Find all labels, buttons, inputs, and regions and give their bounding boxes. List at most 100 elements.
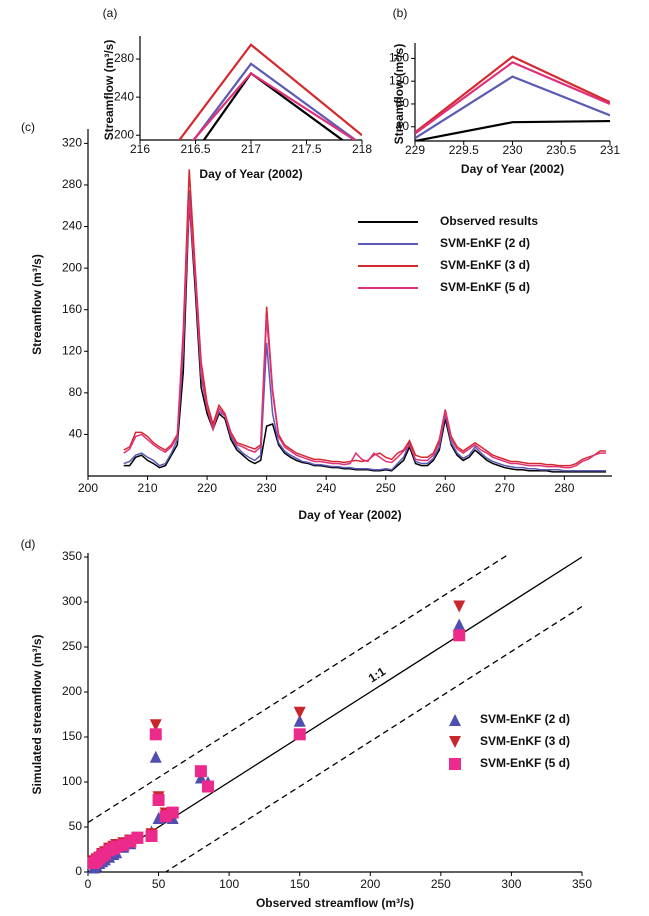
x-tick-label: 217 — [241, 142, 261, 156]
x-tick-label: 230.5 — [546, 143, 576, 157]
point — [201, 780, 214, 793]
y-axis-label: Simulated streamflow (m³/s) — [30, 634, 44, 794]
x-tick-label: 0 — [85, 877, 92, 891]
panel: (d) 0 50 100 150 200 250 300 350 0 50 100 150 200 250 3… — [21, 537, 593, 910]
x-tick-label: 230 — [502, 143, 522, 157]
x-axis-label: Day of Year (2002) — [461, 162, 564, 176]
series-line — [415, 75, 610, 140]
panel-label: (d) — [21, 537, 36, 551]
x-tick-label: 250 — [376, 481, 396, 495]
legend-swatch — [449, 714, 461, 726]
point — [149, 750, 162, 763]
x-axis-label: Observed streamflow (m³/s) — [256, 896, 414, 910]
panel-label: (b) — [393, 6, 408, 20]
series-line — [178, 43, 362, 140]
x-tick-label: 216 — [130, 142, 150, 156]
y-tick-label: 240 — [114, 89, 134, 103]
y-tick-label: 320 — [62, 136, 82, 150]
point — [293, 706, 306, 719]
y-tick-label: 160 — [389, 51, 409, 65]
point — [194, 765, 207, 778]
legend-label: SVM-EnKF (3 d) — [480, 734, 570, 748]
x-tick-label: 270 — [495, 481, 515, 495]
y-tick-label: 160 — [62, 302, 82, 316]
point — [453, 629, 466, 642]
y-tick-label: 100 — [62, 774, 82, 788]
y-tick-label: 50 — [69, 819, 83, 833]
legend-label: SVM-EnKF (3 d) — [440, 258, 530, 272]
x-tick-label: 216.5 — [180, 142, 210, 156]
panel: (c) 200 210 220 230 240 250 260 270 280 40 80 120 160… — [21, 120, 612, 522]
x-tick-label: 229.5 — [449, 143, 479, 157]
x-tick-label: 217.5 — [291, 142, 321, 156]
y-tick-label: 80 — [396, 96, 410, 110]
panel-label: (a) — [103, 6, 118, 20]
point — [131, 831, 144, 844]
point — [293, 714, 306, 727]
y-tick-label: 280 — [114, 51, 134, 65]
x-tick-label: 230 — [257, 481, 277, 495]
x-tick-label: 300 — [501, 877, 521, 891]
panel: (a) 216 216.5 217 217.5 218 200 240 280 Day of Ye… — [102, 6, 372, 181]
y-tick-label: 40 — [396, 119, 410, 133]
y-axis-label: Streamflow (m³/s) — [102, 40, 116, 141]
series-line — [192, 62, 358, 140]
point — [293, 728, 306, 741]
y-tick-label: 280 — [62, 177, 82, 191]
legend-label: Observed results — [440, 214, 538, 228]
y-tick-label: 80 — [69, 385, 83, 399]
legend-swatch — [449, 736, 461, 748]
y-tick-label: 40 — [69, 427, 83, 441]
y-tick-label: 350 — [62, 549, 82, 563]
x-tick-label: 231 — [600, 143, 620, 157]
y-tick-label: 120 — [62, 343, 82, 357]
y-tick-label: 150 — [62, 729, 82, 743]
x-tick-label: 240 — [316, 481, 336, 495]
series-line — [415, 61, 610, 135]
x-tick-label: 250 — [431, 877, 451, 891]
x-tick-label: 150 — [290, 877, 310, 891]
legend-label: SVM-EnKF (2 d) — [440, 236, 530, 250]
point — [117, 839, 130, 851]
point — [149, 719, 162, 732]
x-tick-label: 220 — [197, 481, 217, 495]
x-tick-label: 218 — [352, 142, 372, 156]
x-tick-label: 50 — [152, 877, 166, 891]
legend-label: SVM-EnKF (5 d) — [480, 756, 570, 770]
x-axis-label: Day of Year (2002) — [199, 167, 302, 181]
point — [453, 618, 466, 631]
y-tick-label: 250 — [62, 639, 82, 653]
x-tick-label: 350 — [572, 877, 592, 891]
x-tick-label: 280 — [554, 481, 574, 495]
point — [453, 600, 466, 613]
series-line — [415, 55, 610, 134]
y-axis-label: Streamflow (m³/s) — [30, 254, 44, 355]
x-tick-label: 200 — [78, 481, 98, 495]
legend-swatch — [449, 758, 461, 770]
point — [152, 794, 165, 806]
panel: (b) 229 229.5 230 230.5 231 40 80 120 160 Day of Y… — [389, 6, 620, 176]
x-tick-label: 229 — [405, 143, 425, 157]
reference-line — [164, 605, 582, 872]
y-tick-label: 120 — [389, 73, 409, 87]
x-tick-label: 100 — [219, 877, 239, 891]
y-tick-label: 200 — [62, 684, 82, 698]
y-tick-label: 200 — [114, 127, 134, 141]
x-axis-label: Day of Year (2002) — [298, 508, 401, 522]
x-tick-label: 260 — [435, 481, 455, 495]
point — [166, 806, 179, 819]
point — [145, 830, 158, 842]
x-tick-label: 210 — [138, 481, 158, 495]
series-line — [123, 200, 607, 469]
reference-line — [88, 555, 509, 824]
panel-label: (c) — [21, 120, 35, 134]
x-tick-label: 200 — [360, 877, 380, 891]
legend-label: SVM-EnKF (2 d) — [480, 712, 570, 726]
point — [149, 728, 162, 741]
y-tick-label: 0 — [75, 864, 82, 878]
y-tick-label: 240 — [62, 219, 82, 233]
series-line — [123, 200, 607, 473]
legend-label: SVM-EnKF (5 d) — [440, 280, 530, 294]
series-line — [123, 190, 607, 472]
